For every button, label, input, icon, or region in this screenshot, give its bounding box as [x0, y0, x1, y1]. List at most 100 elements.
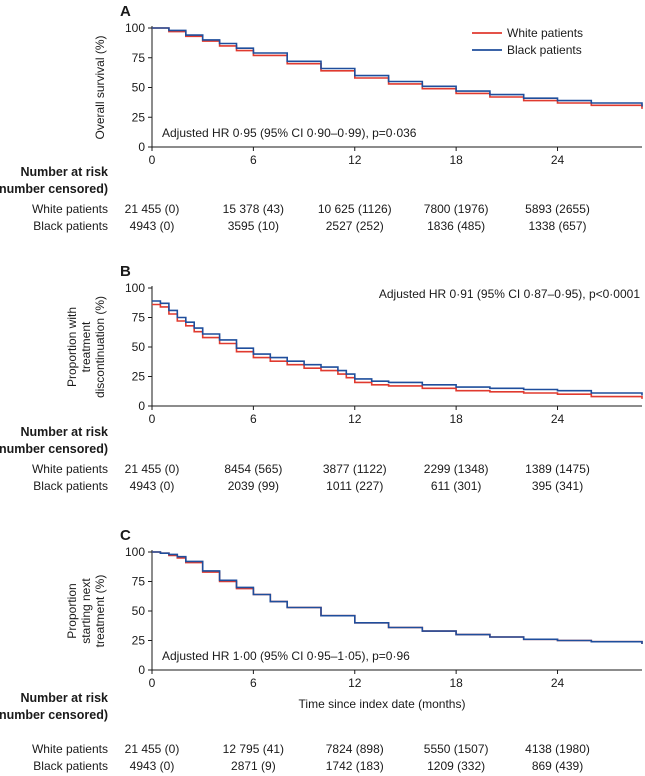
risk-row-label: White patients	[32, 462, 108, 476]
risk-cell: 8454 (565)	[224, 462, 282, 476]
y-tick-label: 75	[132, 575, 146, 589]
x-tick-label: 0	[149, 412, 156, 426]
y-tick-label: 75	[132, 311, 146, 325]
y-tick-label: 50	[132, 81, 146, 95]
risk-table: Number at risk (number censored) White pat…	[0, 425, 590, 493]
risk-cell: 1389 (1475)	[525, 462, 590, 476]
risk-cell: 1011 (227)	[326, 479, 383, 493]
panel-b: B 0 25 50 75 100 0 6 12 18 24 Proportion with treatm…	[0, 263, 643, 493]
risk-cell: 12 795 (41)	[223, 742, 284, 756]
risk-cell: 1209 (332)	[427, 759, 485, 773]
risk-cell: 5893 (2655)	[525, 202, 590, 216]
risk-cell: 2527 (252)	[326, 219, 384, 233]
risk-cell: 1338 (657)	[528, 219, 586, 233]
risk-cell: 2871 (9)	[231, 759, 276, 773]
x-tick-label: 24	[551, 153, 565, 167]
x-tick-label: 6	[250, 676, 257, 690]
panel-a: A 0 25 50 75 100 0 6 12 18 24 Overall survival (%) A…	[0, 3, 643, 233]
risk-cell: 21 455 (0)	[125, 202, 180, 216]
y-tick-label: 100	[125, 281, 145, 295]
hr-annotation: Adjusted HR 0·91 (95% CI 0·87–0·95), p<0…	[379, 287, 640, 301]
y-tick-label: 0	[138, 399, 145, 413]
hr-annotation: Adjusted HR 1·00 (95% CI 0·95–1·05), p=0…	[162, 649, 410, 663]
panel-letter: B	[120, 263, 131, 280]
risk-cell: 7800 (1976)	[424, 202, 489, 216]
risk-table-heading: Number at risk	[20, 425, 108, 439]
y-axis-label: treatment (%)	[93, 575, 107, 648]
x-tick-label: 6	[250, 153, 257, 167]
x-tick-label: 12	[348, 412, 362, 426]
risk-row-label: White patients	[32, 742, 108, 756]
y-tick-label: 0	[138, 140, 145, 154]
series-line-white-patients	[152, 551, 643, 644]
x-axis-label: Time since index date (months)	[299, 697, 466, 711]
risk-table-subheading: (number censored)	[0, 442, 108, 456]
risk-cell: 395 (341)	[532, 479, 583, 493]
risk-row-label: White patients	[32, 202, 108, 216]
panel-letter: A	[120, 3, 131, 20]
panel-letter: C	[120, 527, 131, 544]
risk-cell: 7824 (898)	[326, 742, 384, 756]
risk-table: Number at risk (number censored) White pat…	[0, 165, 590, 233]
series-line-black-patients	[152, 27, 643, 107]
risk-table-subheading: (number censored)	[0, 182, 108, 196]
risk-cell: 1742 (183)	[326, 759, 384, 773]
x-tick-label: 0	[149, 676, 156, 690]
hr-annotation: Adjusted HR 0·95 (95% CI 0·90–0·99), p=0…	[162, 126, 417, 140]
y-axis-label: discontinuation (%)	[93, 296, 107, 398]
risk-cell: 3595 (10)	[228, 219, 279, 233]
risk-cell: 4138 (1980)	[525, 742, 590, 756]
series-line-white-patients	[152, 27, 643, 109]
risk-cell: 2039 (99)	[228, 479, 279, 493]
y-tick-label: 25	[132, 634, 146, 648]
risk-cell: 4943 (0)	[130, 759, 175, 773]
x-tick-label: 6	[250, 412, 257, 426]
y-tick-label: 100	[125, 545, 145, 559]
y-tick-label: 25	[132, 370, 146, 384]
x-tick-label: 24	[551, 412, 565, 426]
risk-cell: 4943 (0)	[130, 219, 175, 233]
y-tick-label: 100	[125, 21, 145, 35]
risk-cell: 2299 (1348)	[424, 462, 489, 476]
risk-cell: 15 378 (43)	[223, 202, 284, 216]
risk-row-label: Black patients	[33, 219, 108, 233]
legend-label: Black patients	[507, 43, 582, 57]
series-line-white-patients	[152, 303, 643, 399]
risk-table: Number at risk (number censored) White pat…	[0, 691, 590, 773]
y-tick-label: 50	[132, 340, 146, 354]
risk-cell: 611 (301)	[431, 479, 481, 493]
risk-row-label: Black patients	[33, 759, 108, 773]
risk-table-heading: Number at risk	[20, 691, 108, 705]
y-axis-label: Overall survival (%)	[93, 35, 107, 139]
y-tick-label: 75	[132, 51, 146, 65]
risk-table-heading: Number at risk	[20, 165, 108, 179]
x-tick-label: 18	[449, 153, 463, 167]
risk-row-label: Black patients	[33, 479, 108, 493]
series-line-black-patients	[152, 300, 643, 396]
risk-cell: 3877 (1122)	[323, 462, 387, 476]
risk-cell: 5550 (1507)	[424, 742, 489, 756]
risk-table-subheading: (number censored)	[0, 708, 108, 722]
risk-cell: 21 455 (0)	[125, 462, 180, 476]
risk-cell: 869 (439)	[532, 759, 583, 773]
risk-cell: 1836 (485)	[427, 219, 485, 233]
y-tick-label: 50	[132, 604, 146, 618]
x-tick-label: 0	[149, 153, 156, 167]
series-line-black-patients	[152, 551, 643, 644]
y-tick-label: 25	[132, 110, 146, 124]
y-axis-label: treatment	[79, 321, 93, 372]
x-tick-label: 18	[449, 676, 463, 690]
x-tick-label: 12	[348, 676, 362, 690]
y-axis-label: starting next	[79, 578, 93, 644]
x-tick-label: 12	[348, 153, 362, 167]
risk-cell: 10 625 (1126)	[318, 202, 392, 216]
y-tick-label: 0	[138, 663, 145, 677]
risk-cell: 4943 (0)	[130, 479, 175, 493]
y-axis-label: Proportion with	[65, 307, 79, 387]
x-tick-label: 24	[551, 676, 565, 690]
y-axis-label: Proportion	[65, 583, 79, 638]
legend-label: White patients	[507, 26, 583, 40]
x-tick-label: 18	[449, 412, 463, 426]
risk-cell: 21 455 (0)	[125, 742, 180, 756]
